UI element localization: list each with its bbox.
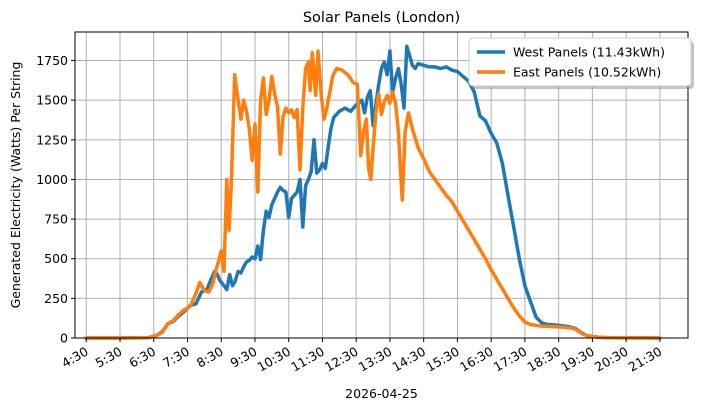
x-tick-label: 10:30 (255, 344, 294, 375)
y-tick-label: 0 (60, 331, 68, 346)
legend-box (468, 37, 692, 87)
y-tick-label: 500 (44, 251, 68, 266)
x-tick-label: 16:30 (457, 344, 496, 375)
x-tick-label: 15:30 (423, 344, 462, 375)
y-tick-label: 250 (44, 291, 68, 306)
y-tick-label: 750 (44, 212, 68, 227)
x-axis-title: 2026-04-25 (345, 386, 418, 401)
x-tick-label: 5:30 (93, 344, 125, 371)
x-tick-label: 8:30 (194, 344, 226, 371)
x-tick-label: 9:30 (228, 344, 260, 371)
y-tick-label: 1750 (36, 53, 68, 68)
series-lines (84, 44, 662, 340)
x-tick-label: 21:30 (626, 344, 665, 375)
x-tick-label: 13:30 (356, 344, 395, 375)
chart-title: Solar Panels (London) (303, 10, 460, 26)
y-axis-title: Generated Electricity (Watts) Per String (8, 62, 23, 309)
x-tick-label: 12:30 (322, 344, 361, 375)
plot-frame (74, 31, 689, 339)
x-tick-label: 19:30 (558, 344, 597, 375)
x-tick-label: 18:30 (524, 344, 563, 375)
series-line-west (84, 44, 662, 340)
legend-label: West Panels (11.43kWh) (513, 45, 665, 60)
y-tick-label: 1250 (36, 132, 68, 147)
x-tick-label: 6:30 (126, 344, 158, 371)
x-tick-label: 17:30 (491, 344, 530, 375)
x-tick-label: 14:30 (389, 344, 428, 375)
legend: West Panels (11.43kWh) East Panels (10.52… (468, 37, 694, 89)
series-line-east (84, 49, 662, 340)
x-tick-label: 11:30 (288, 344, 327, 375)
y-tick-label: 1000 (36, 172, 68, 187)
x-tick-label: 7:30 (160, 344, 192, 371)
x-tick-label: 4:30 (59, 344, 91, 371)
legend-label: East Panels (10.52kWh) (513, 65, 661, 80)
x-tick-label: 20:30 (592, 344, 631, 375)
y-tick-label: 1500 (36, 93, 68, 108)
